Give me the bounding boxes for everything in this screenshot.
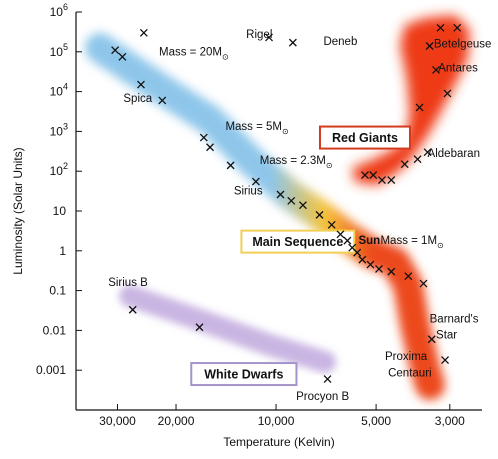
star-point <box>432 65 441 74</box>
star-point <box>413 155 422 164</box>
star-label: Sirius B <box>108 277 148 289</box>
star-point <box>443 89 452 98</box>
star-point <box>369 171 378 180</box>
star-label: Betelgeuse <box>434 38 492 50</box>
star-point <box>353 248 362 257</box>
x-tick-label: 20,000 <box>158 414 195 428</box>
region-labels: Red Giants Main Sequence White Dwarfs <box>190 125 411 387</box>
star-label: Mass = 5M⊙ <box>225 121 288 136</box>
star-point <box>366 260 375 269</box>
svg-text:Main Sequence: Main Sequence <box>252 235 343 249</box>
star-point <box>287 196 296 205</box>
star-point <box>425 42 434 50</box>
star-label: Procyon B <box>296 391 349 403</box>
star-label: Star <box>436 330 457 342</box>
star-point <box>387 267 396 276</box>
star-label: Proxima <box>385 351 428 363</box>
y-tick-label: 103 <box>50 121 68 138</box>
star-point <box>111 46 120 55</box>
red-giants-label: Red Giants <box>318 125 411 150</box>
y-tick-label: 0.1 <box>49 284 66 298</box>
star-label: Mass = 2.3M⊙ <box>260 155 333 170</box>
x-axis-title: Temperature (Kelvin) <box>223 435 334 449</box>
x-tick-label: 30,000 <box>99 414 136 428</box>
star-label: Sirius <box>234 185 263 197</box>
white-dwarfs-label: White Dwarfs <box>190 362 298 387</box>
x-tick-label: 3,000 <box>435 414 465 428</box>
star-label: Barnard's <box>430 313 479 325</box>
star-point <box>199 133 208 142</box>
star-point <box>453 23 462 32</box>
star-point <box>404 272 413 281</box>
star-point <box>226 161 235 170</box>
star-point <box>323 375 332 383</box>
star-point <box>378 176 386 184</box>
y-tick-label: 10 <box>53 204 67 218</box>
star-point <box>415 103 424 112</box>
star-point <box>375 264 383 273</box>
star-point <box>158 96 167 105</box>
star-point <box>251 177 260 186</box>
star-point <box>195 323 204 332</box>
star-point <box>387 176 396 184</box>
main-sequence-label: Main Sequence <box>240 229 356 254</box>
star-label: Aldebaran <box>428 148 480 160</box>
x-tick-label: 10,000 <box>258 414 295 428</box>
star-point <box>336 230 345 239</box>
y-tick-label: 1 <box>59 244 66 258</box>
star-point <box>427 335 436 344</box>
y-tick-label: 105 <box>50 42 68 59</box>
star-label: Spica <box>123 93 152 105</box>
star-point <box>137 80 145 89</box>
star-point <box>327 220 336 229</box>
star-label: Antares <box>438 62 478 74</box>
star-label: Mass = 20M⊙ <box>159 47 229 62</box>
star-point <box>441 356 450 364</box>
star-point <box>288 38 297 47</box>
star-point <box>276 190 285 199</box>
y-tick-label: 106 <box>50 2 68 19</box>
y-tick-label: 104 <box>50 82 68 99</box>
star-point <box>436 23 445 32</box>
red-giants-blob <box>352 15 470 185</box>
star-point <box>265 33 273 42</box>
star-point <box>118 52 127 61</box>
star-label: Centauri <box>388 367 431 379</box>
x-tick-label: 5,000 <box>361 414 391 428</box>
y-tick-label: 102 <box>50 161 68 178</box>
white-dwarfs-band <box>119 285 336 373</box>
star-point <box>315 210 324 219</box>
star-point <box>139 28 148 37</box>
star-label: Sun <box>358 235 380 247</box>
star-point <box>298 201 307 210</box>
svg-text:Red Giants: Red Giants <box>332 131 398 145</box>
star-annotations: Rigel Deneb Mass = 20M⊙ Spica Betelgeuse Anta… <box>108 29 491 403</box>
y-axis-title: Luminosity (Solar Units) <box>11 147 25 274</box>
star-label: Rigel <box>246 29 272 41</box>
star-point <box>206 143 215 152</box>
star-label: Mass = 1M⊙ <box>380 235 443 250</box>
star-point <box>128 305 137 314</box>
star-point <box>423 148 432 157</box>
y-tick-label: 0.001 <box>36 363 66 377</box>
star-point <box>343 236 352 245</box>
star-point <box>358 255 367 264</box>
data-points <box>111 23 462 383</box>
star-point <box>419 279 428 288</box>
star-label: Deneb <box>323 36 357 48</box>
y-tick-label: 0.01 <box>43 323 67 337</box>
region-backgrounds <box>85 15 470 400</box>
svg-text:White Dwarfs: White Dwarfs <box>204 368 283 382</box>
star-point <box>400 160 409 169</box>
star-point <box>361 171 369 180</box>
